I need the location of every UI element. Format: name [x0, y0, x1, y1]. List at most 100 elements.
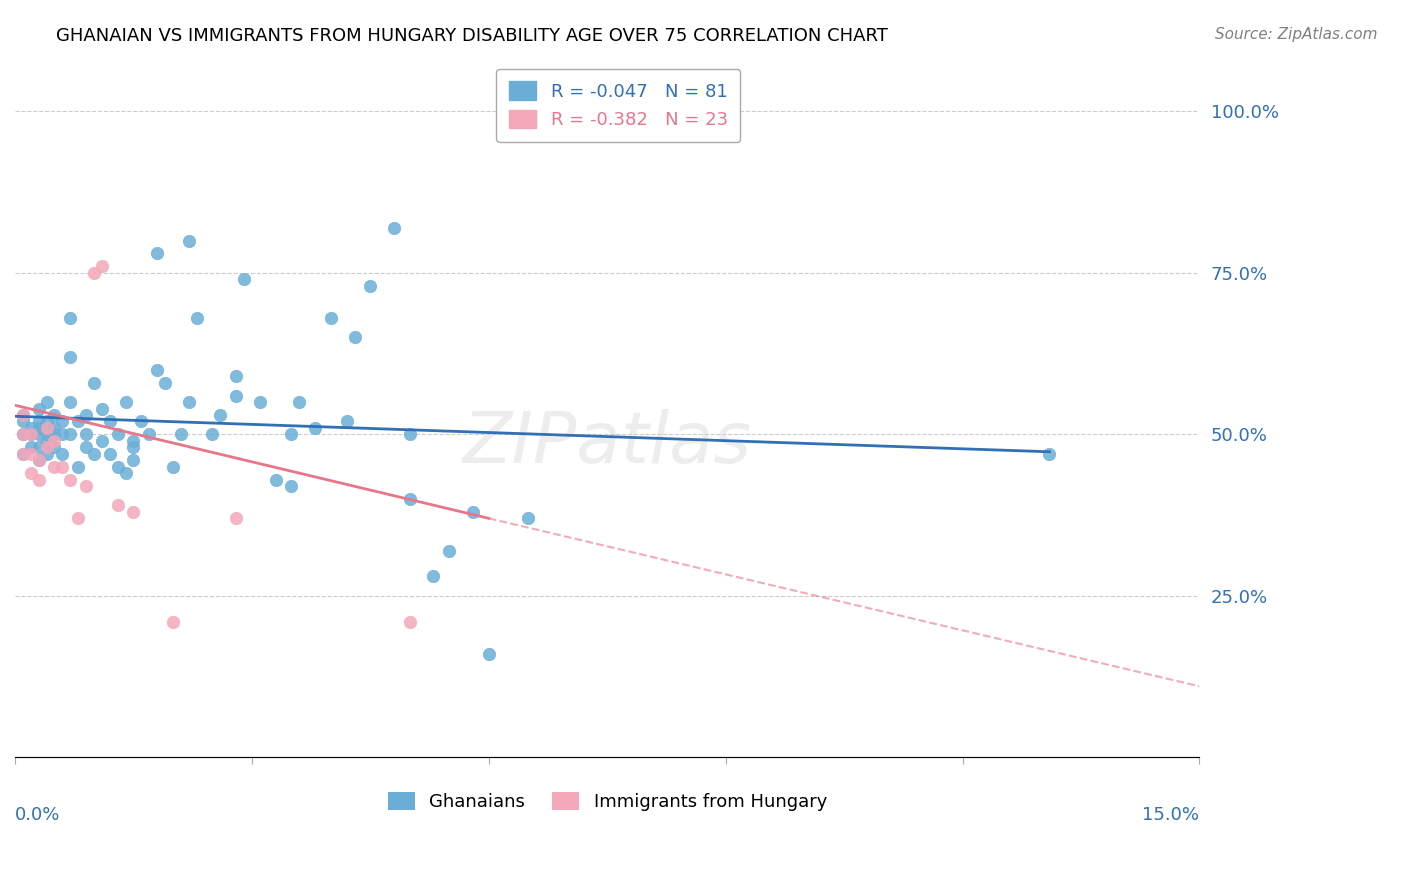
Point [11, 427, 34, 442]
Point [201, 427, 224, 442]
Point [83, 447, 105, 461]
Point [249, 395, 271, 409]
Point [107, 499, 129, 513]
Point [67, 414, 90, 428]
Point [51, 414, 73, 428]
Point [44, 434, 66, 448]
Text: ZIPatlas: ZIPatlas [463, 409, 752, 478]
Point [225, 369, 247, 384]
Point [11, 427, 34, 442]
Point [170, 427, 193, 442]
Point [280, 427, 302, 442]
Point [11, 408, 34, 422]
Point [146, 362, 169, 376]
Point [90, 434, 112, 448]
Point [59, 427, 82, 442]
Point [20, 440, 42, 454]
Point [90, 401, 112, 416]
Point [122, 453, 145, 467]
Point [20, 421, 42, 435]
Point [51, 447, 73, 461]
Point [478, 647, 501, 661]
Point [35, 395, 58, 409]
Point [517, 511, 540, 525]
Point [35, 427, 58, 442]
Point [75, 479, 97, 493]
Point [398, 491, 420, 506]
Point [1038, 447, 1060, 461]
Text: 0.0%: 0.0% [15, 806, 60, 824]
Point [59, 311, 82, 326]
Point [51, 427, 73, 442]
Point [138, 427, 160, 442]
Point [59, 473, 82, 487]
Point [131, 414, 153, 428]
Point [11, 408, 34, 422]
Point [83, 266, 105, 280]
Point [398, 427, 420, 442]
Point [153, 376, 176, 390]
Point [67, 511, 90, 525]
Point [264, 473, 287, 487]
Point [162, 615, 184, 629]
Text: 15.0%: 15.0% [1143, 806, 1199, 824]
Point [20, 466, 42, 480]
Point [44, 408, 66, 422]
Point [336, 414, 359, 428]
Point [114, 466, 136, 480]
Point [186, 311, 208, 326]
Point [107, 459, 129, 474]
Point [35, 434, 58, 448]
Point [75, 440, 97, 454]
Point [439, 543, 461, 558]
Point [28, 421, 51, 435]
Point [75, 427, 97, 442]
Point [225, 388, 247, 402]
Point [20, 427, 42, 442]
Point [11, 447, 34, 461]
Point [44, 440, 66, 454]
Point [67, 459, 90, 474]
Point [44, 427, 66, 442]
Point [382, 220, 405, 235]
Point [225, 511, 247, 525]
Point [75, 408, 97, 422]
Point [422, 569, 444, 583]
Point [304, 421, 326, 435]
Point [209, 408, 232, 422]
Point [28, 414, 51, 428]
Point [20, 447, 42, 461]
Point [122, 440, 145, 454]
Point [28, 473, 51, 487]
Point [35, 440, 58, 454]
Point [461, 505, 484, 519]
Legend: Ghanaians, Immigrants from Hungary: Ghanaians, Immigrants from Hungary [380, 784, 834, 818]
Point [59, 350, 82, 364]
Point [59, 395, 82, 409]
Point [11, 414, 34, 428]
Point [122, 505, 145, 519]
Point [343, 330, 366, 344]
Point [20, 427, 42, 442]
Point [98, 447, 121, 461]
Point [44, 421, 66, 435]
Point [288, 395, 311, 409]
Point [90, 260, 112, 274]
Point [107, 427, 129, 442]
Point [114, 395, 136, 409]
Point [28, 401, 51, 416]
Point [146, 246, 169, 260]
Text: GHANAIAN VS IMMIGRANTS FROM HUNGARY DISABILITY AGE OVER 75 CORRELATION CHART: GHANAIAN VS IMMIGRANTS FROM HUNGARY DISA… [56, 27, 889, 45]
Point [35, 421, 58, 435]
Point [35, 414, 58, 428]
Point [44, 459, 66, 474]
Point [28, 453, 51, 467]
Point [162, 459, 184, 474]
Point [28, 453, 51, 467]
Point [28, 440, 51, 454]
Point [11, 447, 34, 461]
Point [98, 414, 121, 428]
Point [280, 479, 302, 493]
Point [28, 427, 51, 442]
Point [177, 395, 200, 409]
